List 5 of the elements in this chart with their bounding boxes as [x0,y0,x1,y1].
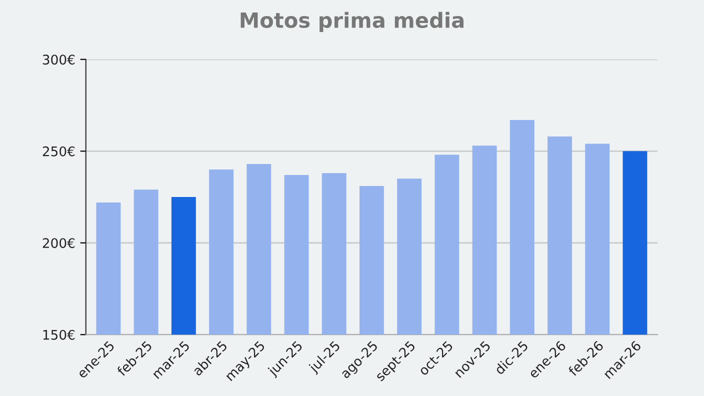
y-tick-label: 200€ [42,238,75,248]
y-tick-label: 150€ [43,330,75,340]
y-tick-label: 250€ [42,146,75,156]
y-tick-label: 300€ [42,54,75,65]
chart-title: Motos prima media [240,12,464,32]
